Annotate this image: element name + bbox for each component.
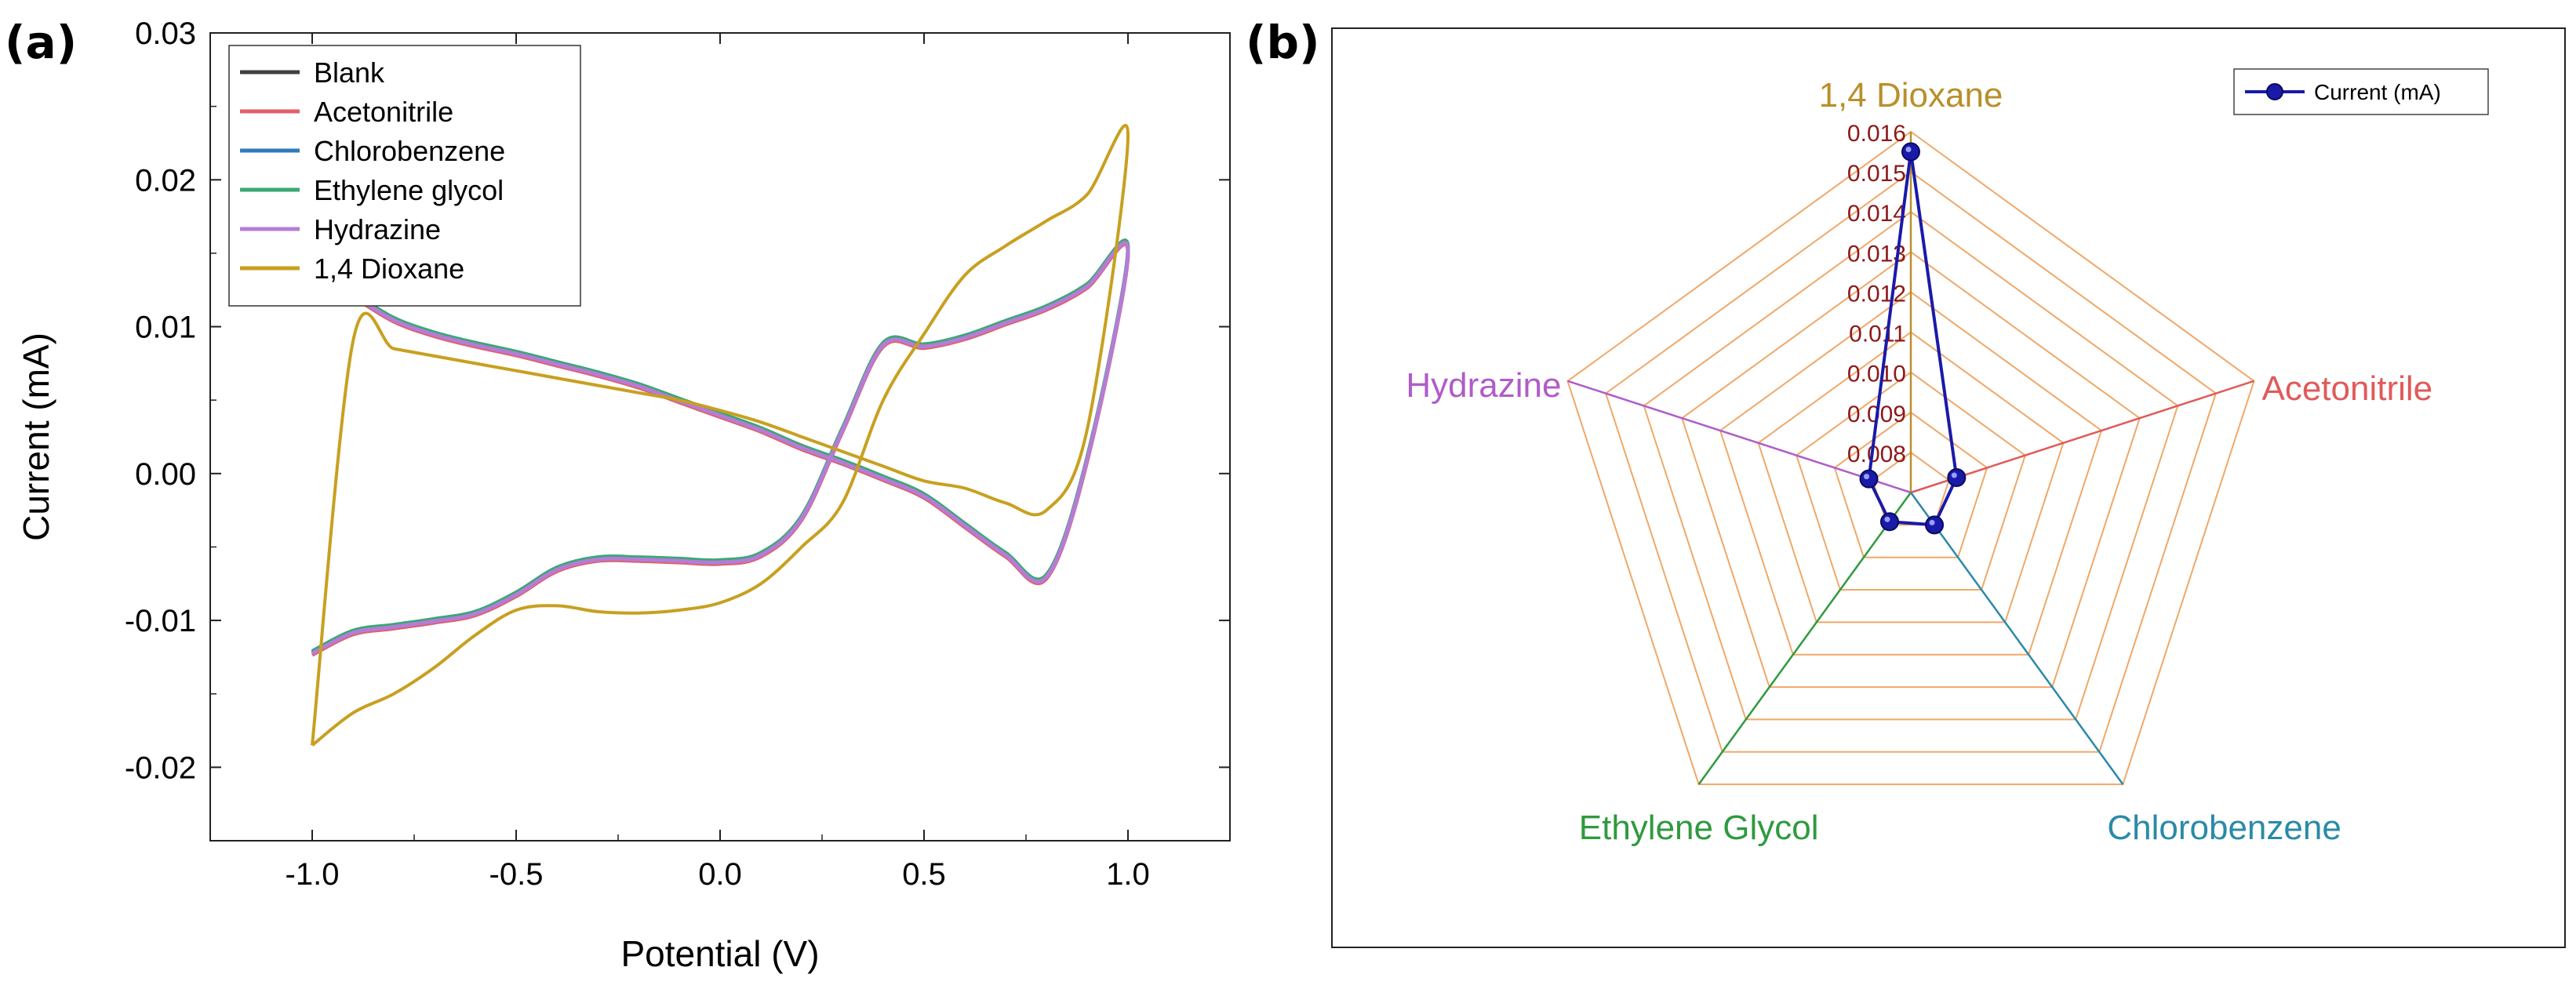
radar-grid-ring — [1719, 291, 2103, 656]
cv-chart: -1.0 -0.5 0.0 0.5 1.0 -0.02 -0.01 0.00 0.01 0.02 0… — [16, 16, 1231, 974]
radar-legend-label: Current (mA) — [2314, 80, 2441, 104]
panel-label-b: (b) — [1246, 16, 1320, 69]
cv-ticks: -1.0 -0.5 0.0 0.5 1.0 -0.02 -0.01 0.00 0.01 0.02 0… — [125, 16, 1231, 892]
radar-spoke — [1567, 380, 1912, 494]
radar-spoke — [1697, 492, 1912, 785]
radar-ticks: 0.0080.0090.0100.0110.0120.0130.0140.015… — [1847, 121, 1906, 467]
cv-legend: Blank Acetonitrile Chlorobenzene Ethylene g… — [228, 45, 581, 307]
x-tick-label: 0.0 — [698, 857, 742, 892]
radar-point-highlight — [1905, 147, 1912, 153]
y-tick-label: -0.01 — [125, 604, 196, 638]
panel-label-a: (a) — [5, 16, 77, 69]
cv-legend-box — [228, 45, 581, 307]
radar-labels: 1,4 Dioxane Acetonitrile Chlorobenzene Ethy… — [1406, 76, 2432, 847]
radar-grid-ring — [1604, 170, 2218, 753]
radar-data-point — [1901, 142, 1920, 162]
radar-spokes — [1567, 132, 2254, 785]
y-tick-label: 0.00 — [135, 457, 196, 492]
x-tick-label: -1.0 — [286, 857, 340, 892]
radar-point-highlight — [1884, 516, 1890, 522]
radar-category-label: Ethylene Glycol — [1579, 809, 1819, 847]
legend-entry-label: 1,4 Dioxane — [314, 253, 464, 285]
radar-tick-label: 0.011 — [1849, 322, 1906, 347]
radar-data-point — [1947, 468, 1967, 488]
radar-grid-ring — [1643, 210, 2179, 721]
radar-point-highlight — [1951, 472, 1957, 478]
radar-category-label: Hydrazine — [1406, 366, 1561, 405]
y-tick-label: -0.02 — [125, 751, 196, 785]
radar-category-label: 1,4 Dioxane — [1819, 76, 2003, 115]
radar-legend: Current (mA) — [2233, 68, 2489, 115]
legend-entry-label: Blank — [314, 56, 385, 89]
y-tick-label: 0.01 — [135, 311, 196, 345]
radar-tick-label: 0.010 — [1847, 362, 1906, 387]
radar-point-highlight — [1929, 519, 1935, 525]
x-tick-label: -0.5 — [489, 857, 544, 892]
radar-series — [1859, 142, 1967, 535]
cv-y-axis-title: Current (mA) — [16, 333, 56, 541]
y-tick-label: 0.02 — [135, 163, 196, 198]
radar-category-label: Chlorobenzene — [2107, 809, 2341, 847]
radar-grid-ring — [1681, 251, 2141, 689]
radar-data-point — [1859, 469, 1879, 489]
radar-tick-label: 0.016 — [1847, 121, 1906, 147]
radar-series-line — [1867, 150, 1959, 527]
radar-grid-ring — [1757, 331, 2065, 623]
radar-legend-marker — [2266, 83, 2283, 100]
x-tick-label: 0.5 — [902, 857, 946, 892]
cv-curves — [311, 124, 1130, 747]
legend-entry-label: Hydrazine — [314, 213, 441, 245]
radar-tick-label: 0.008 — [1847, 442, 1906, 467]
x-tick-label: 1.0 — [1106, 857, 1150, 892]
radar-chart: 0.0080.0090.0100.0110.0120.0130.0140.015… — [1331, 27, 2566, 948]
radar-tick-label: 0.015 — [1847, 161, 1906, 187]
cv-curve-1-4-dioxane — [311, 124, 1130, 747]
legend-entry-label: Ethylene glycol — [314, 174, 504, 206]
radar-grid — [1566, 130, 2255, 786]
radar-spoke — [1910, 380, 2254, 494]
radar-spoke — [1909, 492, 2124, 785]
cv-x-axis-title: Potential (V) — [620, 933, 819, 974]
cv-curve-hydrazine — [311, 241, 1130, 656]
radar-category-label: Acetonitrile — [2261, 369, 2432, 408]
legend-entry-label: Acetonitrile — [314, 96, 453, 128]
radar-panel-frame — [1331, 27, 2566, 948]
radar-tick-label: 0.014 — [1847, 201, 1906, 227]
radar-data-point — [1879, 512, 1899, 532]
y-tick-label: 0.03 — [135, 16, 196, 51]
radar-point-highlight — [1864, 474, 1870, 480]
radar-grid-ring — [1566, 130, 2255, 786]
radar-tick-label: 0.012 — [1847, 281, 1906, 307]
radar-data-point — [1925, 515, 1945, 535]
radar-grid-ring — [1796, 371, 2026, 591]
radar-grid-ring — [1872, 451, 1950, 526]
legend-entry-label: Chlorobenzene — [314, 135, 505, 167]
radar-grid-ring — [1833, 411, 1988, 558]
